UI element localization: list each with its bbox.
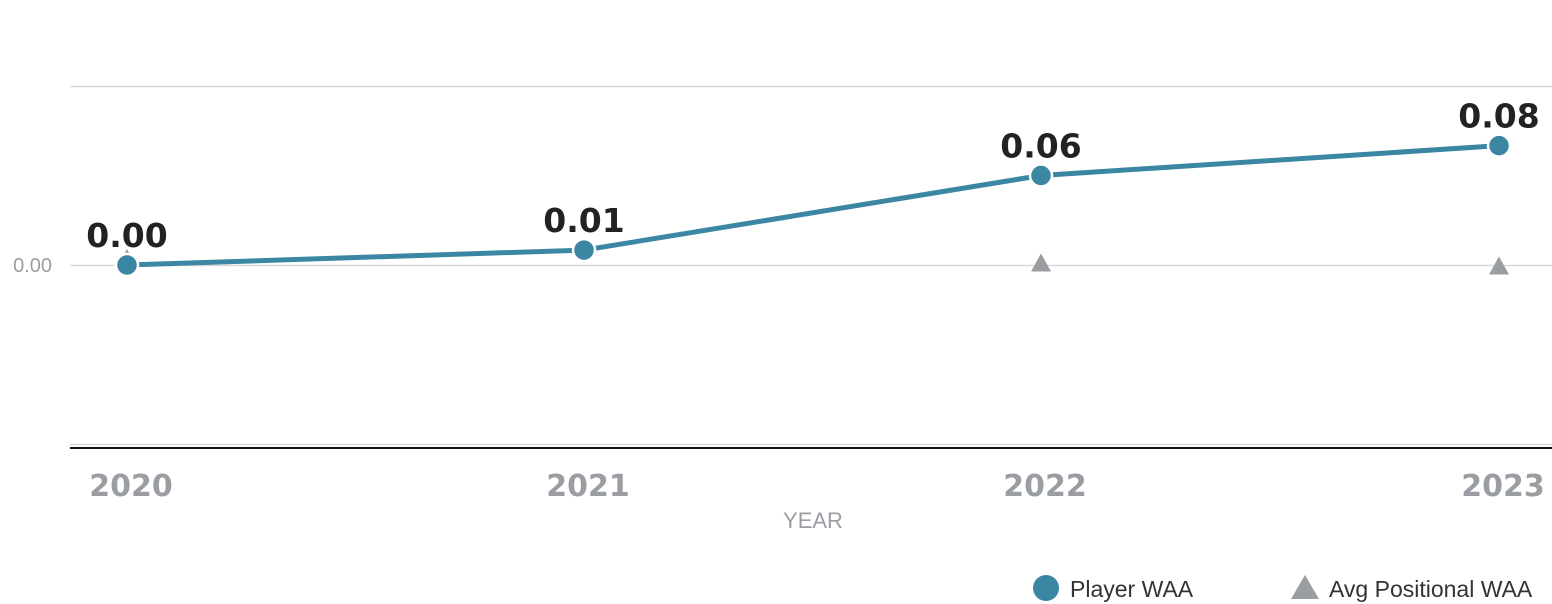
legend-label-player-waa: Player WAA [1070, 576, 1194, 602]
x-tick-label: 2020 [89, 469, 173, 504]
player-waa-point[interactable] [114, 252, 140, 278]
legend-item-player-waa[interactable]: Player WAA [1033, 575, 1194, 602]
x-tick-label: 2023 [1461, 469, 1545, 504]
player-waa-data-label: 0.06 [1000, 127, 1081, 166]
player-waa-point[interactable] [1028, 163, 1054, 188]
player-waa-data-label: 0.00 [86, 216, 167, 255]
avg-positional-waa-point[interactable] [1031, 253, 1051, 272]
x-axis-title: YEAR [783, 508, 843, 533]
player-waa-point[interactable] [571, 237, 597, 263]
series [114, 133, 1512, 278]
x-tick-label: 2022 [1003, 469, 1087, 504]
player-waa-data-label: 0.01 [543, 201, 624, 240]
gridlines [70, 85, 1552, 446]
legend-item-avg-positional-waa[interactable]: Avg Positional WAA [1291, 575, 1533, 602]
avg-positional-waa-point[interactable] [1489, 256, 1509, 275]
x-tick-label: 2021 [546, 469, 630, 504]
data-labels: 0.00 0.01 0.06 0.08 [86, 97, 1539, 255]
legend: Player WAA Avg Positional WAA [1033, 575, 1533, 602]
legend-circle-marker-icon [1033, 575, 1059, 601]
x-axis-ticks: 2020 2021 2022 2023 [89, 469, 1545, 504]
player-waa-data-label: 0.08 [1458, 97, 1539, 136]
legend-label-avg-positional-waa: Avg Positional WAA [1329, 576, 1533, 602]
player-waa-line [126, 143, 1500, 268]
y-tick-label: 0.00 [13, 255, 52, 277]
y-axis-ticks: 0.00 [13, 255, 52, 277]
player-waa-point[interactable] [1486, 133, 1512, 158]
legend-triangle-marker-icon [1291, 575, 1319, 599]
